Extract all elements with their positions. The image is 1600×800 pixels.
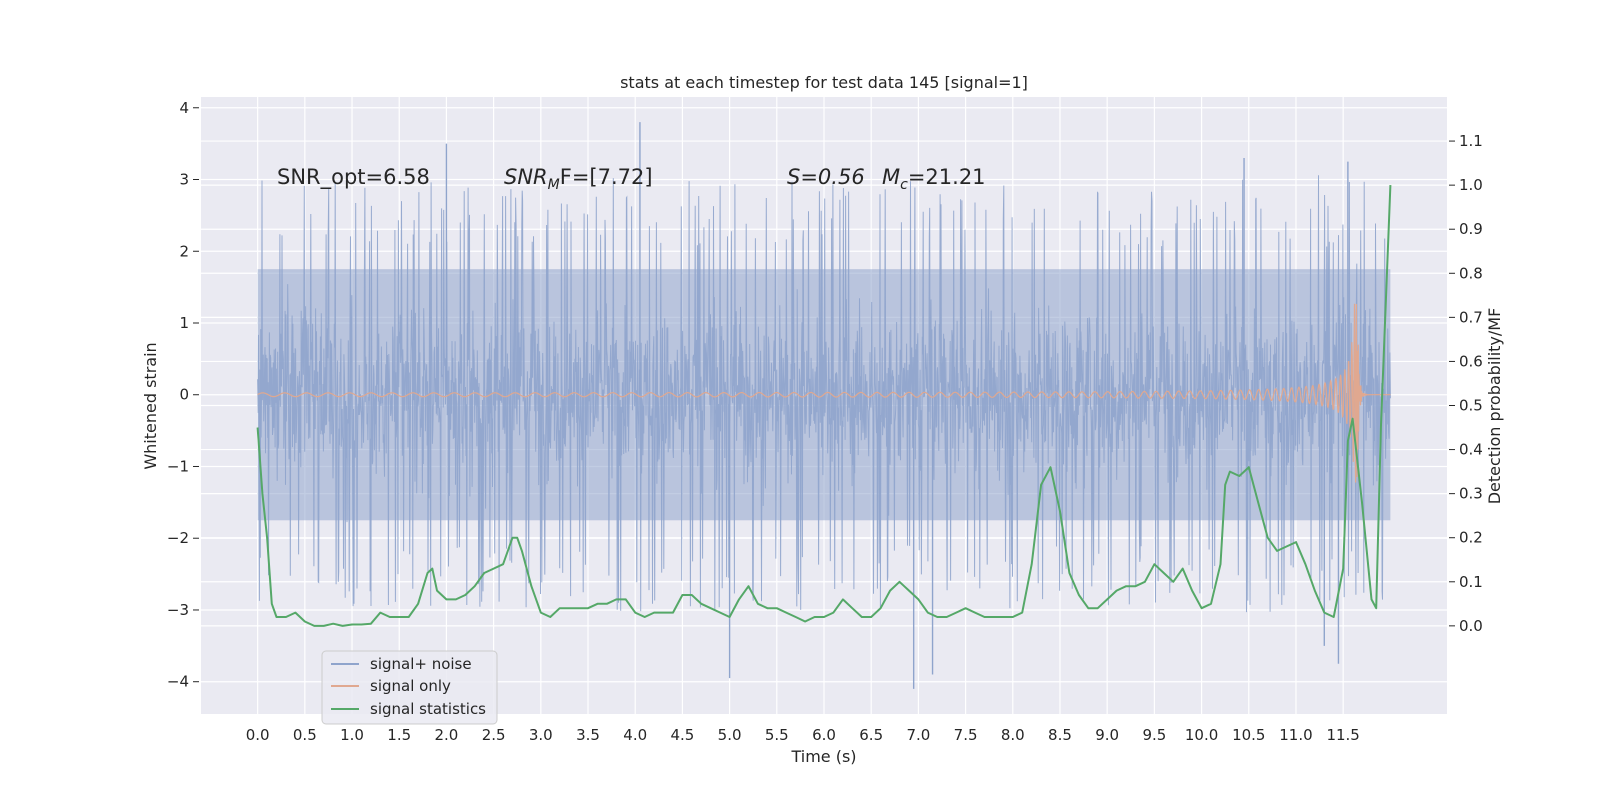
x-tick-label: 3.0 [529,726,553,744]
x-tick-label: 11.0 [1279,726,1312,744]
x-tick-label: 10.5 [1232,726,1265,744]
y-left-axis-ticks: 4 3 2 1 0 −1 −2 −3 −4 [167,99,199,691]
annotation-snr-opt: SNR_opt=6.58 [277,165,430,190]
mc-sub: c [900,177,908,193]
annotation-snr-mf: SNRMF=[7.72] [504,165,653,193]
x-tick-label: 8.5 [1048,726,1072,744]
x-tick-label: 7.0 [906,726,930,744]
y-left-tick-label: −2 [167,529,189,547]
x-tick-label: 5.5 [765,726,789,744]
snr-mf-sub: M [548,177,560,193]
y-left-tick-label: −1 [167,457,189,475]
x-tick-label: 4.5 [670,726,694,744]
legend-entry-signal: signal only [370,677,451,695]
legend-entry-noise: signal+ noise [370,655,472,673]
x-tick-label: 8.0 [1001,726,1025,744]
mc-rest: =21.21 [908,165,986,189]
y-right-tick-label: 0.4 [1459,441,1483,459]
y-left-tick-label: 2 [179,242,189,260]
y-right-axis-ticks: 1.1 1.0 0.9 0.8 0.7 0.6 0.5 0.4 0.3 0.2 0.1 0.0 [1449,132,1483,635]
legend: signal+ noise signal only signal statist… [321,650,498,725]
stats-line [256,185,1392,627]
y-right-tick-label: 0.0 [1459,617,1483,635]
y-right-tick-label: 0.7 [1459,308,1483,326]
annotation-mc: Mc=21.21 [882,165,986,193]
x-tick-label: 0.5 [293,726,317,744]
y-right-tick-label: 0.1 [1459,573,1483,591]
y-right-tick-label: 1.0 [1459,176,1483,194]
chart-title: stats at each timestep for test data 145… [620,73,1028,92]
x-tick-label: 2.0 [434,726,458,744]
x-tick-label: 2.5 [482,726,506,744]
legend-entry-stats: signal statistics [370,700,486,718]
y-left-axis-label: Whitened strain [141,342,160,469]
annotation-s-value: S=0.56 [787,165,865,189]
x-tick-label: 6.5 [859,726,883,744]
x-tick-label: 7.5 [954,726,978,744]
y-right-tick-label: 0.2 [1459,529,1483,547]
y-left-tick-label: −3 [167,601,189,619]
snr-mf-rest: F=[7.72] [560,165,653,189]
x-tick-label: 0.0 [246,726,270,744]
mc-main: M [882,165,900,189]
x-tick-label: 5.0 [718,726,742,744]
y-left-tick-label: 3 [179,171,189,189]
signal-trace [257,303,1391,483]
x-tick-label: 11.5 [1326,726,1359,744]
stats-series [256,185,1392,627]
snr-mf-main: SNR [504,165,548,189]
x-tick-label: 4.0 [623,726,647,744]
legend-box [321,650,498,725]
x-tick-label: 10.0 [1185,726,1218,744]
y-right-tick-label: 0.8 [1459,264,1483,282]
y-right-tick-label: 0.9 [1459,220,1483,238]
y-right-tick-label: 0.6 [1459,352,1483,370]
x-tick-label: 9.5 [1142,726,1166,744]
x-tick-label: 9.0 [1095,726,1119,744]
y-right-tick-label: 0.3 [1459,485,1483,503]
y-left-tick-label: 4 [179,99,189,117]
y-left-tick-label: 0 [179,386,189,404]
x-axis-ticks: 0.0 0.5 1.0 1.5 2.0 2.5 3.0 3.5 4.0 4.5 5.0 5.5 6.0 6… [246,726,1360,744]
x-tick-label: 1.0 [340,726,364,744]
x-tick-label: 6.0 [812,726,836,744]
signal-series [257,303,1391,483]
x-axis-label: Time (s) [790,747,856,766]
x-tick-label: 1.5 [387,726,411,744]
y-right-tick-label: 1.1 [1459,132,1483,150]
y-left-tick-label: −4 [167,673,189,691]
x-tick-label: 3.5 [576,726,600,744]
y-right-tick-label: 0.5 [1459,397,1483,415]
y-left-tick-label: 1 [179,314,189,332]
y-right-axis-label: Detection probability/MF [1485,308,1504,505]
